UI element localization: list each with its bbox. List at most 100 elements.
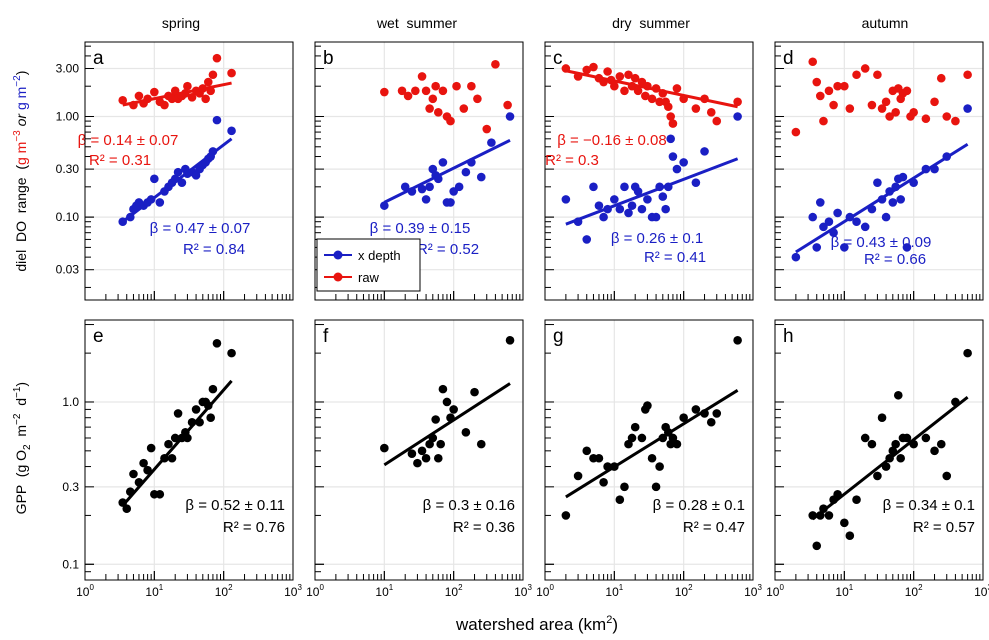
data-point (160, 100, 169, 110)
x-axis-label-text: watershed area (km (455, 615, 606, 634)
data-point (208, 384, 218, 394)
panels: 0.03 0.10 0.30 1.00 3.00 a β = 0.14 ± 0.07 R² =… (56, 41, 989, 599)
data-point (877, 413, 887, 423)
data-point (633, 187, 643, 196)
stat-annotation: β = 0.52 ± 0.11 (185, 497, 285, 514)
data-point (873, 471, 882, 481)
data-point (942, 112, 952, 121)
data-point (118, 498, 128, 507)
data-point (963, 348, 972, 358)
data-point (672, 164, 682, 174)
data-point (503, 100, 512, 110)
x-tick-label: 103 (284, 583, 302, 599)
data-point (942, 152, 952, 161)
data-point (663, 102, 673, 112)
data-point (425, 182, 434, 192)
x-tick-label: 101 (605, 583, 623, 599)
data-point (146, 195, 156, 204)
y-tick-label: 1.00 (56, 109, 80, 123)
data-point (921, 433, 931, 443)
stat-annotation: R² = 0.52 (417, 241, 479, 258)
data-point (902, 433, 912, 443)
data-point (819, 116, 828, 126)
data-point (227, 348, 236, 358)
data-point (421, 195, 431, 204)
data-point (852, 495, 861, 504)
data-point (791, 127, 801, 137)
panel-e: 0.1 0.3 1.0 100 101 102 103 e β = 0.52 ± 0.11 R² … (62, 319, 302, 599)
data-point (449, 405, 458, 414)
data-point (921, 164, 931, 174)
data-point (672, 439, 682, 449)
y-tick-label: 0.30 (56, 162, 80, 176)
stat-annotation: R² = 0.3 (545, 152, 599, 169)
panel-letter: e (93, 326, 104, 347)
data-point (712, 116, 722, 126)
data-point (615, 495, 625, 504)
row1-y-axis-label: diel DO range (g m−3 or g m−2) (12, 59, 29, 291)
data-point (195, 417, 204, 427)
panel-c: c β = −0.16 ± 0.08 R² = 0.3 β = 0.26 ± 0.1 R… (544, 41, 754, 301)
data-point (867, 204, 877, 214)
data-point (791, 252, 801, 262)
data-point (898, 172, 908, 182)
data-point (658, 192, 668, 201)
data-point (400, 182, 410, 192)
data-point (118, 217, 128, 227)
data-point (845, 104, 855, 113)
x-tick-label: 101 (835, 583, 853, 599)
data-point (896, 195, 905, 204)
data-point (438, 86, 448, 96)
panel-frame (544, 41, 754, 301)
stat-annotation: β = 0.14 ± 0.07 (78, 132, 179, 149)
plot-area (85, 320, 293, 580)
data-point (125, 487, 135, 497)
x-axis-label-close: ) (612, 615, 618, 634)
panel-title-autumn: autumn (862, 15, 909, 31)
stat-annotation: β = 0.26 ± 0.1 (611, 230, 703, 247)
data-point (150, 174, 159, 184)
data-point (663, 182, 673, 192)
data-point (706, 417, 716, 427)
data-point (668, 152, 678, 161)
panel-h: 100 101 102 103 h β = 0.34 ± 0.1 R² = 0.57 (766, 319, 989, 599)
y-tick-label: 0.3 (62, 480, 79, 494)
row2-ylabel-prefix: GPP (g O (13, 450, 29, 514)
data-point (691, 405, 701, 414)
data-point (403, 91, 413, 101)
data-point (428, 94, 438, 104)
data-point (815, 511, 825, 520)
data-point (203, 77, 213, 87)
legend-marker-raw (333, 272, 343, 282)
data-point (473, 94, 482, 104)
data-point (691, 178, 701, 187)
data-point (815, 91, 825, 101)
stat-annotation: R² = 0.57 (913, 519, 975, 536)
data-point (885, 187, 894, 196)
data-point (417, 72, 427, 81)
data-point (573, 471, 583, 481)
data-point (227, 126, 236, 136)
data-point (655, 462, 664, 471)
x-tick-label: 100 (306, 583, 324, 599)
data-point (942, 471, 952, 481)
data-point (206, 86, 215, 96)
y-tick-label: 1.0 (62, 395, 79, 409)
data-point (845, 212, 855, 222)
data-point (651, 482, 661, 492)
data-point (930, 446, 939, 456)
data-point (431, 415, 440, 424)
data-point (603, 67, 612, 76)
data-point (122, 504, 132, 514)
data-point (183, 433, 192, 443)
data-point (655, 182, 664, 192)
data-point (438, 384, 448, 394)
data-point (212, 338, 222, 348)
data-point (627, 433, 637, 443)
data-point (125, 212, 135, 222)
data-point (413, 458, 422, 468)
data-point (891, 439, 900, 449)
stat-annotation: β = 0.28 ± 0.1 (653, 497, 745, 514)
data-point (505, 335, 515, 345)
data-point (909, 178, 918, 187)
